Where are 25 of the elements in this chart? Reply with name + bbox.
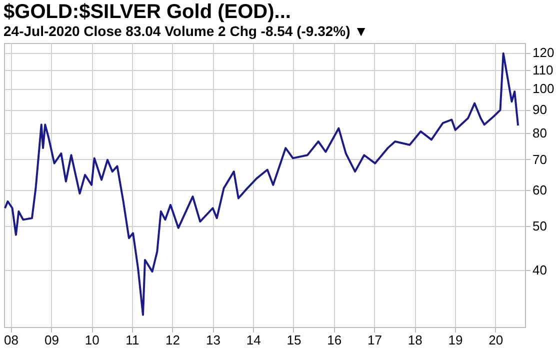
y-tick-label: 110 [532,62,554,78]
x-tick-label: 20 [488,332,504,348]
y-tick-label: 40 [532,262,547,278]
x-tick-label: 17 [368,332,382,348]
chart-title: $GOLD:$SILVER Gold (EOD)... [4,1,291,23]
x-tick-label: 08 [4,332,18,348]
y-tick-label: 70 [532,152,547,167]
x-tick-label: 18 [408,332,422,348]
x-tick-label: 15 [286,332,302,348]
y-tick-label: 80 [532,125,547,140]
x-tick-label: 11 [126,332,140,348]
x-tick-label: 13 [206,332,220,348]
line-series [4,52,520,316]
y-tick-label: 90 [532,102,547,118]
y-tick-label: 120 [532,45,554,60]
x-tick-label: 09 [44,332,59,348]
x-tick-label: 12 [166,332,180,348]
y-tick-label: 50 [532,218,547,234]
y-tick-label: 100 [532,81,554,96]
x-tick-label: 16 [327,332,342,348]
chart-subtitle: 24-Jul-2020 Close 83.04 Volume 2 Chg -8.54 (-9.32%) ▼ [4,23,368,39]
x-tick-label: 10 [84,332,100,348]
x-tick-label: 14 [246,332,261,348]
y-tick-label: 60 [532,182,547,198]
x-tick-label: 19 [448,332,463,348]
